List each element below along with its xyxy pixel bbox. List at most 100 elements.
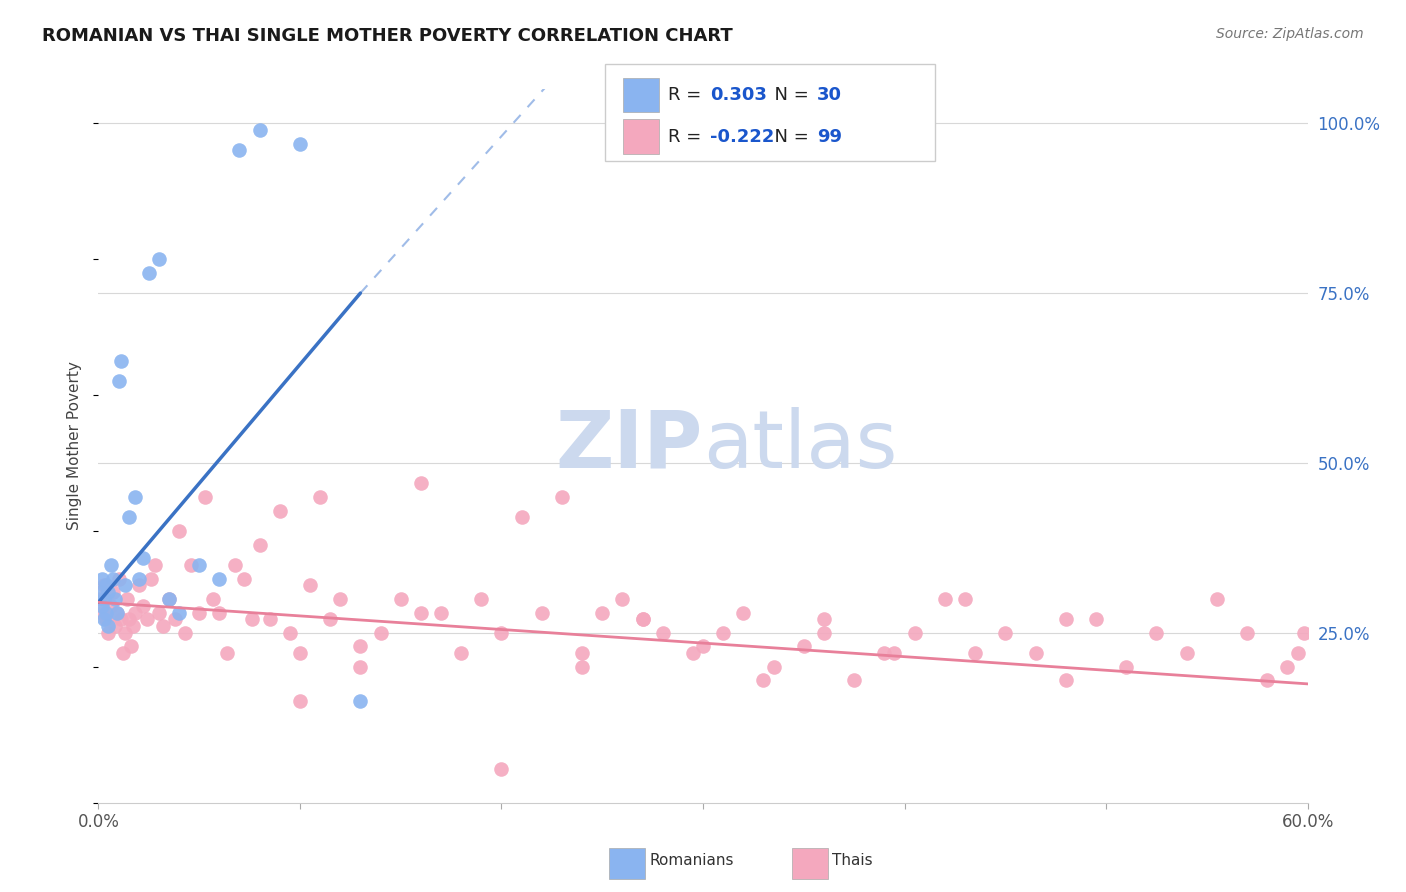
Point	[1277, 660, 1299, 674]
Point	[934, 591, 956, 606]
Point	[409, 476, 432, 491]
Point	[409, 606, 432, 620]
Point	[110, 354, 132, 368]
Point	[111, 646, 134, 660]
Point	[135, 612, 157, 626]
Point	[89, 585, 111, 599]
Text: 0.303: 0.303	[710, 86, 766, 103]
Text: N =: N =	[763, 128, 815, 146]
Point	[228, 144, 250, 158]
Point	[148, 252, 170, 266]
Point	[249, 537, 271, 551]
Point	[844, 673, 866, 688]
Point	[329, 591, 352, 606]
Point	[450, 646, 472, 660]
Point	[1025, 646, 1047, 660]
Point	[91, 606, 114, 620]
Point	[1292, 626, 1315, 640]
Point	[97, 619, 120, 633]
Point	[349, 660, 371, 674]
Point	[762, 660, 785, 674]
Text: -0.222: -0.222	[710, 128, 775, 146]
Point	[631, 612, 654, 626]
Point	[953, 591, 976, 606]
Point	[631, 612, 654, 626]
Point	[110, 612, 132, 626]
Point	[121, 619, 143, 633]
Point	[1206, 591, 1229, 606]
Point	[491, 626, 513, 640]
Point	[105, 606, 128, 620]
Point	[965, 646, 987, 660]
Point	[96, 612, 118, 626]
Point	[1146, 626, 1168, 640]
Text: Romanians: Romanians	[650, 854, 734, 868]
Point	[101, 572, 124, 586]
Point	[138, 266, 160, 280]
Text: R =: R =	[668, 128, 707, 146]
Point	[994, 626, 1017, 640]
Point	[93, 578, 115, 592]
Point	[370, 626, 392, 640]
Point	[96, 578, 118, 592]
Point	[349, 640, 371, 654]
Point	[103, 591, 125, 606]
Point	[1175, 646, 1198, 660]
Point	[163, 612, 186, 626]
Point	[1256, 673, 1278, 688]
Point	[107, 375, 129, 389]
Text: 99: 99	[817, 128, 842, 146]
Point	[100, 558, 122, 572]
Point	[167, 524, 190, 538]
Point	[194, 490, 217, 504]
Point	[208, 606, 231, 620]
Y-axis label: Single Mother Poverty: Single Mother Poverty	[67, 361, 83, 531]
Point	[612, 591, 634, 606]
Point	[813, 612, 835, 626]
Point	[167, 606, 190, 620]
Point	[530, 606, 553, 620]
Point	[103, 619, 125, 633]
Point	[651, 626, 673, 640]
Point	[93, 591, 115, 606]
Point	[1054, 612, 1077, 626]
Point	[208, 572, 231, 586]
Point	[118, 510, 141, 524]
Point	[91, 599, 114, 613]
Text: ROMANIAN VS THAI SINGLE MOTHER POVERTY CORRELATION CHART: ROMANIAN VS THAI SINGLE MOTHER POVERTY C…	[42, 27, 733, 45]
Point	[491, 762, 513, 776]
Point	[299, 578, 322, 592]
Point	[793, 640, 815, 654]
Text: Source: ZipAtlas.com: Source: ZipAtlas.com	[1216, 27, 1364, 41]
Point	[1115, 660, 1137, 674]
Point	[269, 503, 291, 517]
Point	[904, 626, 927, 640]
Point	[143, 558, 166, 572]
Point	[174, 626, 197, 640]
Text: Thais: Thais	[832, 854, 873, 868]
Text: atlas: atlas	[703, 407, 897, 485]
Point	[1236, 626, 1258, 640]
Point	[139, 572, 162, 586]
Point	[1054, 673, 1077, 688]
Point	[120, 640, 142, 654]
Point	[591, 606, 613, 620]
Point	[188, 606, 211, 620]
Point	[128, 572, 150, 586]
Point	[157, 591, 180, 606]
Point	[132, 551, 155, 566]
Point	[101, 585, 124, 599]
Point	[1286, 646, 1309, 660]
Point	[114, 626, 136, 640]
Point	[288, 694, 311, 708]
Point	[97, 585, 120, 599]
Point	[157, 591, 180, 606]
Text: 30: 30	[817, 86, 842, 103]
Point	[551, 490, 574, 504]
Point	[217, 646, 239, 660]
Point	[319, 612, 342, 626]
Point	[883, 646, 905, 660]
Point	[118, 612, 141, 626]
Point	[752, 673, 775, 688]
Point	[470, 591, 492, 606]
